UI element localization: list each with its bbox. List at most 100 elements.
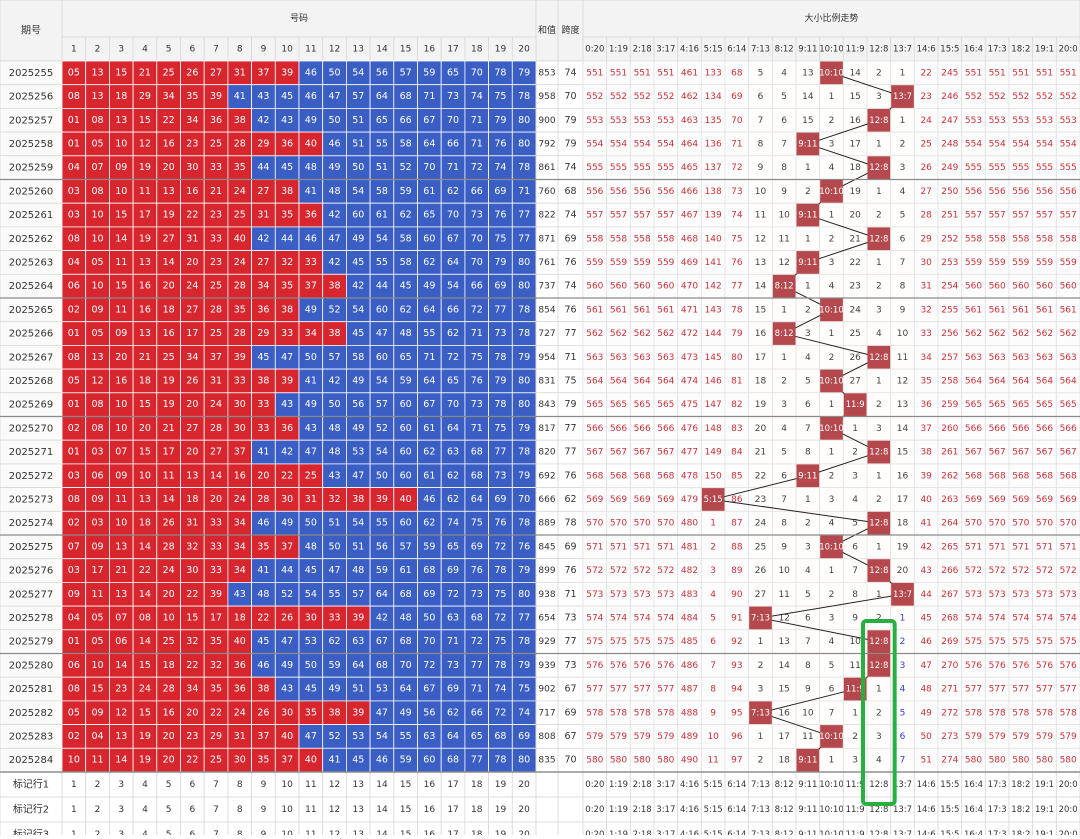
miss-count: 569 <box>634 495 651 505</box>
miss-count: 555 <box>965 163 982 173</box>
column-number: 2 <box>95 45 101 55</box>
miss-count: 555 <box>586 163 603 173</box>
miss-count: 565 <box>989 400 1006 410</box>
number: 30 <box>305 612 317 623</box>
period: 2025273 <box>9 494 54 505</box>
number: 67 <box>423 399 435 410</box>
miss-count: 560 <box>610 282 627 292</box>
miss-count: 472 <box>681 329 698 339</box>
miss-count: 556 <box>586 187 603 197</box>
miss-count: 144 <box>705 329 722 339</box>
number: 70 <box>471 257 483 268</box>
footer-ratio: 9:11 <box>798 830 817 835</box>
number: 68 <box>447 755 459 766</box>
miss-count: 250 <box>941 187 958 197</box>
number: 79 <box>518 423 530 434</box>
miss-count: 578 <box>657 708 674 718</box>
cell <box>61 0 537 38</box>
number: 75 <box>494 233 506 244</box>
number: 60 <box>423 755 435 766</box>
number: 32 <box>186 541 198 552</box>
number: 59 <box>400 755 412 766</box>
miss-count: 1 <box>876 542 882 552</box>
span: 79 <box>564 115 576 126</box>
miss-count: 567 <box>610 448 627 458</box>
number: 11 <box>115 494 127 505</box>
number: 49 <box>352 375 364 386</box>
span: 70 <box>564 91 576 102</box>
footer-ratio: 5:15 <box>704 780 723 790</box>
miss-count: 554 <box>634 139 651 149</box>
number: 63 <box>447 612 459 623</box>
number: 75 <box>494 91 506 102</box>
number: 65 <box>376 115 388 126</box>
miss-count: 245 <box>941 68 958 78</box>
hit-ratio: 13:7 <box>893 590 912 600</box>
number: 46 <box>376 755 388 766</box>
miss-count: 577 <box>1036 685 1053 695</box>
miss-count: 561 <box>586 305 603 315</box>
number: 37 <box>234 447 246 458</box>
miss-count: 265 <box>941 542 958 552</box>
miss-count: 2 <box>876 282 882 292</box>
sum: 760 <box>538 187 555 197</box>
number: 64 <box>376 589 388 600</box>
number: 78 <box>494 352 506 363</box>
miss-count: 563 <box>634 353 651 363</box>
number: 22 <box>210 707 222 718</box>
number: 73 <box>494 470 506 481</box>
miss-count: 97 <box>731 756 742 766</box>
number: 28 <box>210 423 222 434</box>
number: 30 <box>186 162 198 173</box>
miss-count: 557 <box>657 211 674 221</box>
miss-count: 91 <box>731 613 742 623</box>
number: 15 <box>115 210 127 221</box>
miss-count: 579 <box>1012 732 1029 742</box>
miss-count: 575 <box>1036 637 1053 647</box>
miss-count: 17 <box>778 732 789 742</box>
miss-count: 580 <box>634 756 651 766</box>
miss-count: 565 <box>634 400 651 410</box>
miss-count: 579 <box>610 732 627 742</box>
miss-count: 563 <box>1012 353 1029 363</box>
miss-count: 2 <box>876 211 882 221</box>
hit-ratio: 9:11 <box>798 258 817 268</box>
number: 37 <box>281 755 293 766</box>
miss-count: 477 <box>681 448 698 458</box>
number: 39 <box>281 375 293 386</box>
sum: 902 <box>538 685 555 695</box>
number: 69 <box>518 731 530 742</box>
miss-count: 26 <box>920 163 932 173</box>
number: 35 <box>257 755 269 766</box>
number: 49 <box>329 162 341 173</box>
miss-count: 560 <box>657 282 674 292</box>
footer-ratio: 7:13 <box>751 780 770 790</box>
miss-count: 17 <box>897 495 908 505</box>
number: 76 <box>494 518 506 529</box>
number: 32 <box>210 660 222 671</box>
miss-count: 486 <box>681 661 698 671</box>
footer-ratio: 7:13 <box>751 830 770 835</box>
number: 22 <box>257 612 269 623</box>
number: 38 <box>352 494 364 505</box>
number: 01 <box>68 399 80 410</box>
footer-ratio: 16:4 <box>964 780 983 790</box>
miss-count: 569 <box>989 495 1006 505</box>
number: 14 <box>115 233 127 244</box>
span: 74 <box>564 67 576 78</box>
span: 77 <box>564 328 576 339</box>
number: 16 <box>139 281 151 292</box>
miss-count: 558 <box>1060 234 1077 244</box>
miss-count: 15 <box>802 116 813 126</box>
number: 54 <box>376 233 388 244</box>
number: 33 <box>257 399 269 410</box>
number: 24 <box>186 281 198 292</box>
number: 35 <box>234 162 246 173</box>
footer-number: 13 <box>353 830 364 835</box>
miss-count: 50 <box>920 732 932 742</box>
number: 78 <box>494 399 506 410</box>
footer-number: 10 <box>281 780 293 790</box>
footer-label: 标记行1 <box>13 778 49 791</box>
number: 44 <box>376 281 388 292</box>
miss-count: 466 <box>681 187 698 197</box>
